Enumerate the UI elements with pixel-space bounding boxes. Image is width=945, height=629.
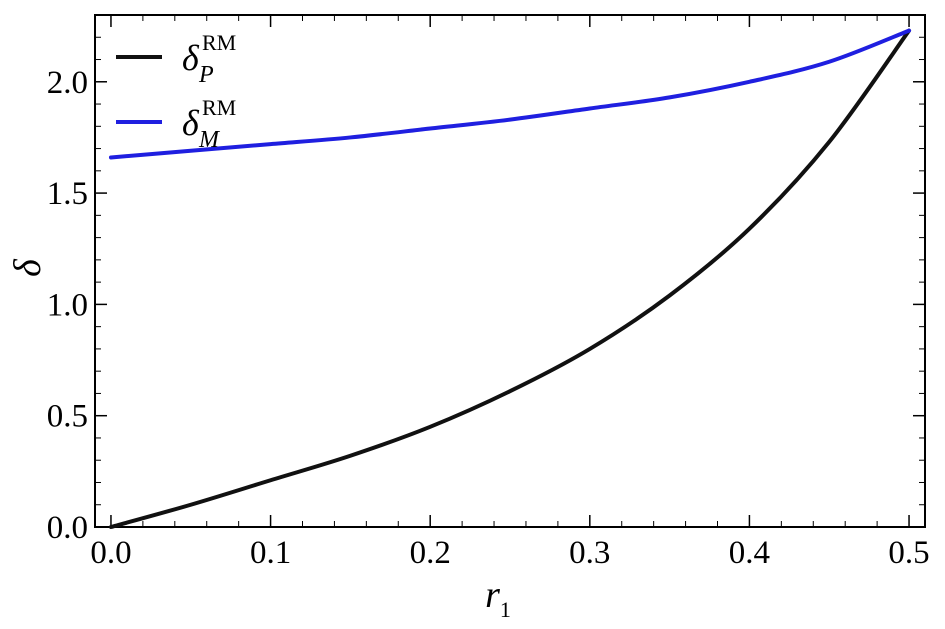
- x-axis-label: r: [485, 574, 500, 616]
- legend-label-m-superscript: RM: [202, 95, 236, 120]
- y-tick-label: 2.0: [47, 65, 88, 101]
- legend-entry-p: δ RM P: [116, 30, 236, 88]
- legend: δ RM P δ RM M: [116, 30, 236, 153]
- x-axis-label-subscript: 1: [500, 597, 511, 622]
- series-lines: [108, 28, 912, 529]
- y-tick-label: 0.0: [47, 510, 88, 546]
- x-tick-label: 0.3: [569, 535, 610, 571]
- legend-label-m: δ: [182, 103, 200, 143]
- y-tick-label: 0.5: [47, 399, 88, 435]
- legend-label-p-superscript: RM: [202, 30, 236, 55]
- svg-text:r1: r1: [485, 574, 511, 622]
- legend-entry-m: δ RM M: [116, 95, 236, 153]
- tick-labels: 0.0 0.1 0.2 0.3 0.4 0.5 0.0 0.5 1.0 1.5 2.0: [47, 65, 930, 571]
- svg-text:δ: δ: [182, 103, 200, 143]
- y-tick-label: 1.0: [47, 287, 88, 323]
- legend-label-p-subscript: P: [198, 62, 214, 88]
- x-tick-label: 0.2: [410, 535, 451, 571]
- series-line-p: [108, 28, 912, 529]
- tick-marks: [95, 14, 925, 528]
- y-tick-label: 1.5: [47, 176, 88, 212]
- x-tick-label: 0.4: [729, 535, 770, 571]
- svg-text:δ: δ: [182, 38, 200, 78]
- x-tick-label: 0.0: [90, 535, 131, 571]
- x-tick-label: 0.5: [888, 535, 929, 571]
- plot-frame: [94, 14, 926, 528]
- y-axis-label: δ: [7, 258, 49, 277]
- x-axis-title: r1: [485, 574, 511, 622]
- legend-label-m-subscript: M: [198, 127, 221, 153]
- x-tick-label: 0.1: [250, 535, 291, 571]
- legend-label-p: δ: [182, 38, 200, 78]
- series-line-m: [108, 28, 912, 160]
